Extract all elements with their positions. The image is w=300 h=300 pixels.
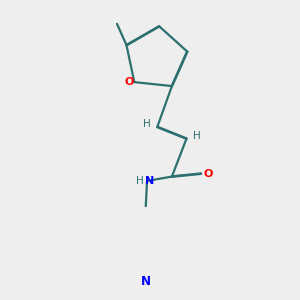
- Text: H: H: [193, 131, 201, 141]
- Text: N: N: [141, 274, 151, 288]
- Text: H: H: [136, 176, 144, 186]
- Text: O: O: [204, 169, 213, 178]
- Text: N: N: [145, 176, 154, 186]
- Text: O: O: [124, 77, 134, 87]
- Text: H: H: [143, 119, 151, 129]
